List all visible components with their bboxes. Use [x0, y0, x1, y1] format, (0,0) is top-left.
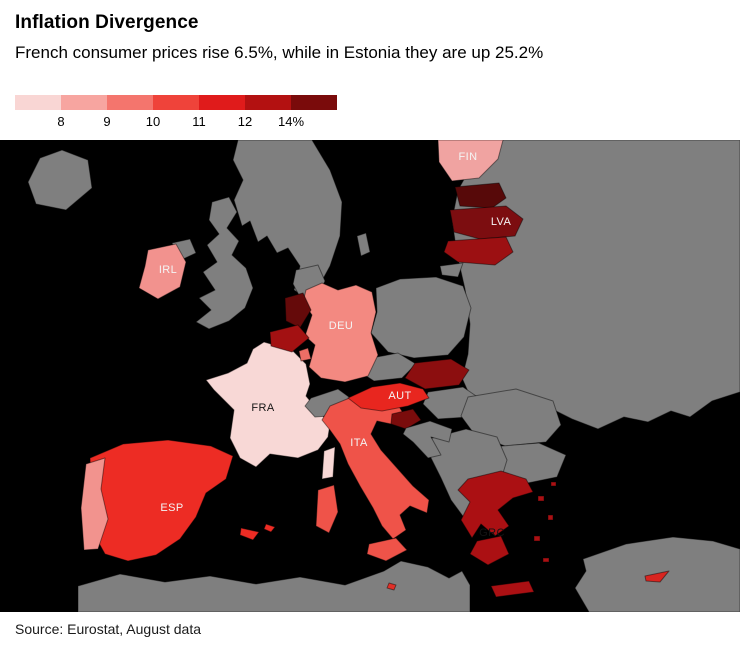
country-poland: [370, 276, 472, 359]
island-sicily: [366, 537, 408, 562]
islands-aegean: [533, 481, 557, 563]
chart-title: Inflation Divergence: [15, 12, 199, 33]
country-luxembourg: [298, 347, 312, 362]
country-kaliningrad: [439, 262, 464, 278]
island-corsica: [321, 446, 336, 480]
legend-swatch-4: [153, 95, 199, 110]
country-netherlands: [284, 292, 312, 329]
country-ireland: [138, 243, 187, 300]
legend-swatch-7: [291, 95, 337, 110]
legend-tick-labels: 8 9 10 11 12 14%: [15, 114, 337, 132]
country-malta: [386, 582, 397, 591]
legend-swatch-6: [245, 95, 291, 110]
europe-map-svg: [0, 140, 740, 612]
chart-subtitle: French consumer prices rise 6.5%, while …: [15, 43, 544, 62]
country-belgium: [269, 324, 310, 353]
country-slovakia: [404, 358, 470, 390]
legend-swatch-5: [199, 95, 245, 110]
country-france: [205, 341, 331, 468]
country-estonia: [454, 182, 507, 209]
island-crete: [490, 580, 535, 598]
country-slovenia: [390, 408, 422, 430]
legend-swatch-3: [107, 95, 153, 110]
country-croatia: [402, 420, 453, 459]
country-scandinavia: [232, 140, 343, 299]
island-sardinia: [315, 484, 339, 534]
legend-tick-8: 8: [57, 114, 65, 129]
country-greece-mainland: [457, 470, 534, 539]
island-gotland: [356, 232, 371, 257]
country-cyprus: [644, 570, 670, 583]
legend-tick-12: 12: [237, 114, 253, 129]
country-united-kingdom: [195, 196, 254, 330]
legend-tick-11: 11: [192, 114, 206, 129]
source-text: Source: Eurostat, August data: [15, 621, 202, 637]
country-germany: [302, 282, 379, 383]
country-finland: [437, 140, 504, 182]
country-lithuania: [443, 236, 514, 266]
country-austria: [347, 382, 430, 412]
country-iceland: [27, 149, 93, 211]
islands-balearic: [239, 523, 276, 541]
color-scale-legend: 8 9 10 11 12 14%: [15, 95, 337, 132]
legend-tick-10: 10: [145, 114, 161, 129]
country-romania: [460, 388, 562, 447]
country-north-africa: [77, 560, 471, 612]
country-portugal: [80, 457, 109, 551]
legend-tick-14: 14%: [277, 114, 305, 129]
legend-swatch-2: [61, 95, 107, 110]
country-latvia: [449, 205, 524, 240]
chart-header: Inflation Divergence French consumer pri…: [15, 12, 725, 63]
source-bar: Source: Eurostat, August data: [0, 612, 740, 655]
legend-swatch-1: [15, 95, 61, 110]
legend-tick-9: 9: [103, 114, 111, 129]
europe-choropleth-map: FIN LVA IRL DEU FRA AUT ITA ESP GRC: [0, 140, 740, 612]
peninsula-peloponnese: [469, 535, 510, 566]
legend-color-bar: [15, 95, 337, 110]
